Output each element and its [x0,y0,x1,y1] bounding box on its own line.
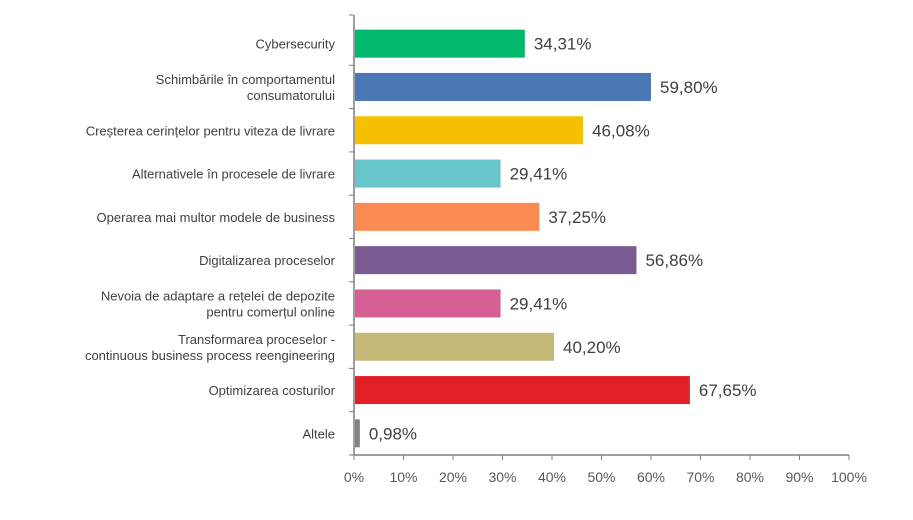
data-label: 46,08% [592,121,650,140]
category-label: Creșterea cerințelor pentru viteza de li… [86,123,335,138]
category-label: Cybersecurity [256,37,336,52]
category-label-line: Operarea mai multor modele de business [97,210,336,225]
x-tick-label: 40% [538,469,566,485]
bar [355,289,501,318]
data-label: 0,98% [369,424,417,443]
x-tick-label: 30% [488,469,516,485]
category-label: Operarea mai multor modele de business [97,210,336,225]
category-label: Digitalizarea proceselor [199,253,336,268]
category-label-line: continuous business process reengineerin… [85,348,335,363]
x-tick-label: 60% [637,469,665,485]
data-label: 40,20% [563,338,621,357]
x-tick-label: 90% [785,469,813,485]
category-label-line: Digitalizarea proceselor [199,253,336,268]
bar [355,29,525,58]
x-tick-label: 50% [587,469,615,485]
x-tick-label: 20% [439,469,467,485]
category-label: Transformarea proceselor -continuous bus… [85,332,335,363]
x-tick-label: 70% [686,469,714,485]
data-label: 34,31% [534,35,592,54]
bar [355,202,540,231]
category-label-line: Transformarea proceselor - [178,332,335,347]
bar [355,332,554,361]
category-label-line: Creșterea cerințelor pentru viteza de li… [86,123,335,138]
data-label: 29,41% [510,294,568,313]
bar [355,419,360,448]
category-label-line: pentru comerțul online [206,304,335,319]
category-label: Optimizarea costurilor [209,383,336,398]
bar [355,376,690,405]
data-label: 67,65% [699,381,757,400]
data-label: 37,25% [548,208,606,227]
category-label-line: Cybersecurity [256,37,336,52]
x-tick-label: 0% [344,469,364,485]
category-label: Altele [302,426,335,441]
x-tick-label: 10% [389,469,417,485]
data-label: 59,80% [660,78,718,97]
data-label: 29,41% [510,165,568,184]
bar [355,159,501,188]
category-label-line: Alternativele în procesele de livrare [132,167,335,182]
bar [355,246,637,275]
category-label-line: Optimizarea costurilor [209,383,336,398]
bar [355,72,652,101]
bar [355,116,584,145]
category-label-line: Altele [302,426,335,441]
category-label: Alternativele în procesele de livrare [132,167,335,182]
category-label: Schimbările în comportamentul consumatoru… [156,72,335,103]
category-label: Nevoia de adaptare a rețelei de depozite… [101,288,335,319]
category-label-line: consumatorului [247,88,335,103]
data-label: 56,86% [645,251,703,270]
category-label-line: Nevoia de adaptare a rețelei de depozite [101,288,335,303]
x-tick-label: 80% [736,469,764,485]
x-tick-label: 100% [831,469,867,485]
category-label-line: Schimbările în comportamentul [156,72,335,87]
